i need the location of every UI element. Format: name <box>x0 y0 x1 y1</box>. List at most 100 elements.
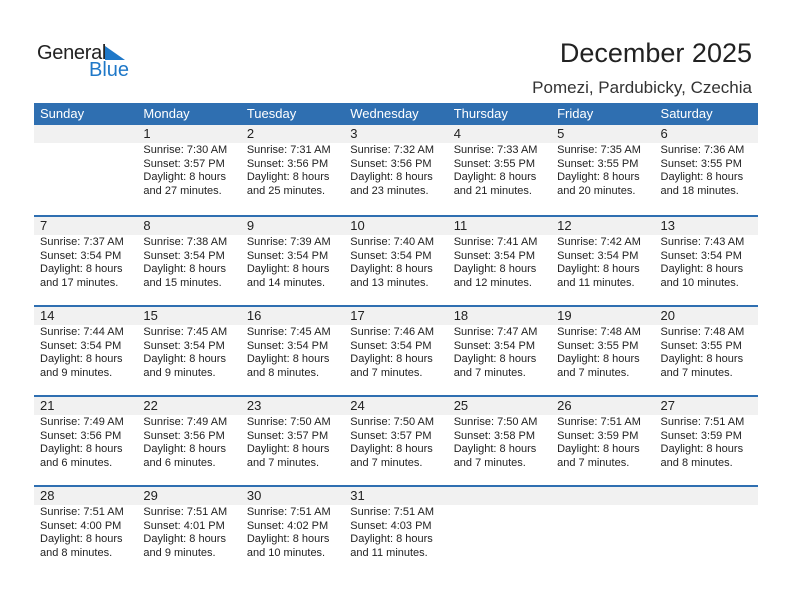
sunrise-text: Sunrise: 7:50 AM <box>453 416 538 428</box>
day-number: 29 <box>137 487 241 505</box>
sunset-text: Sunset: 4:02 PM <box>246 519 329 532</box>
day-number <box>34 125 138 143</box>
day-cell: 16 Sunrise: 7:45 AM Sunset: 3:54 PM Dayligh… <box>240 307 345 395</box>
minutes-text: and 7 minutes. <box>453 366 526 379</box>
daylight-text: Daylight: 8 hours <box>557 353 640 365</box>
sunset-text: Sunset: 3:58 PM <box>453 429 536 442</box>
minutes-text: and 17 minutes. <box>40 276 119 289</box>
day-number: 26 <box>551 397 655 415</box>
daylight-text: Daylight: 8 hours <box>660 171 744 183</box>
day-number: 11 <box>447 217 552 235</box>
daylight-text: Daylight: 8 hours <box>40 353 123 365</box>
sunset-text: Sunset: 3:54 PM <box>246 339 329 352</box>
sunrise-text: Sunrise: 7:44 AM <box>40 326 124 338</box>
daylight-text: Daylight: 8 hours <box>453 443 537 455</box>
sunset-text: Sunset: 3:55 PM <box>557 157 639 170</box>
sunrise-text: Sunrise: 7:49 AM <box>143 416 228 428</box>
minutes-text: and 18 minutes. <box>660 184 739 197</box>
weekday-sunday: Sunday <box>40 106 85 121</box>
day-cell: 27 Sunrise: 7:51 AM Sunset: 3:59 PM Dayligh… <box>654 397 758 485</box>
day-number: 4 <box>447 125 552 143</box>
week-row: 21 Sunrise: 7:49 AM Sunset: 3:56 PM Dayligh… <box>34 395 758 485</box>
minutes-text: and 7 minutes. <box>453 456 526 469</box>
day-cell: 2 Sunrise: 7:31 AM Sunset: 3:56 PM Daylight… <box>240 125 345 215</box>
minutes-text: and 11 minutes. <box>557 276 635 289</box>
sunset-text: Sunset: 3:56 PM <box>40 429 122 442</box>
sunset-text: Sunset: 4:01 PM <box>143 519 225 532</box>
day-info: Sunrise: 7:51 AM Sunset: 4:00 PM Daylight:… <box>34 505 137 560</box>
day-number: 10 <box>344 217 448 235</box>
day-cell: 15 Sunrise: 7:45 AM Sunset: 3:54 PM Dayligh… <box>137 307 241 395</box>
day-cell: 3 Sunrise: 7:32 AM Sunset: 3:56 PM Daylight… <box>344 125 448 215</box>
sunset-text: Sunset: 3:57 PM <box>246 429 329 442</box>
minutes-text: and 23 minutes. <box>350 184 429 197</box>
day-cell: 1 Sunrise: 7:30 AM Sunset: 3:57 PM Daylight… <box>137 125 241 215</box>
sunset-text: Sunset: 3:57 PM <box>143 157 225 170</box>
daylight-text: Daylight: 8 hours <box>143 353 226 365</box>
day-number: 14 <box>34 307 138 325</box>
day-number: 21 <box>34 397 138 415</box>
logo-triangle-icon <box>105 46 125 60</box>
day-info: Sunrise: 7:49 AM Sunset: 3:56 PM Daylight:… <box>137 415 240 470</box>
week-row: 14 Sunrise: 7:44 AM Sunset: 3:54 PM Dayligh… <box>34 305 758 395</box>
day-number: 16 <box>240 307 345 325</box>
day-cell <box>551 487 655 575</box>
daylight-text: Daylight: 8 hours <box>453 353 537 365</box>
day-info: Sunrise: 7:49 AM Sunset: 3:56 PM Daylight:… <box>34 415 137 470</box>
day-info: Sunrise: 7:41 AM Sunset: 3:54 PM Daylight:… <box>448 235 551 290</box>
day-info: Sunrise: 7:51 AM Sunset: 4:01 PM Daylight:… <box>137 505 240 560</box>
sunrise-text: Sunrise: 7:41 AM <box>453 236 538 248</box>
daylight-text: Daylight: 8 hours <box>143 263 226 275</box>
daylight-text: Daylight: 8 hours <box>40 533 123 545</box>
sunset-text: Sunset: 4:00 PM <box>40 519 122 532</box>
minutes-text: and 9 minutes. <box>40 366 113 379</box>
day-info: Sunrise: 7:44 AM Sunset: 3:54 PM Daylight:… <box>34 325 137 380</box>
sunrise-text: Sunrise: 7:45 AM <box>143 326 228 338</box>
day-cell: 6 Sunrise: 7:36 AM Sunset: 3:55 PM Daylight… <box>654 125 758 215</box>
daylight-text: Daylight: 8 hours <box>143 533 226 545</box>
minutes-text: and 10 minutes. <box>660 276 739 289</box>
minutes-text: and 12 minutes. <box>453 276 532 289</box>
minutes-text: and 7 minutes. <box>557 366 630 379</box>
weekday-monday: Monday <box>143 106 190 121</box>
sunrise-text: Sunrise: 7:36 AM <box>660 144 745 156</box>
day-number: 23 <box>240 397 345 415</box>
daylight-text: Daylight: 8 hours <box>246 353 330 365</box>
day-number: 7 <box>34 217 138 235</box>
day-cell: 9 Sunrise: 7:39 AM Sunset: 3:54 PM Daylight… <box>240 217 345 305</box>
sunset-text: Sunset: 3:54 PM <box>40 249 122 262</box>
page-title: December 2025 <box>559 38 752 68</box>
sunset-text: Sunset: 3:54 PM <box>40 339 122 352</box>
day-number: 13 <box>654 217 758 235</box>
daylight-text: Daylight: 8 hours <box>350 533 433 545</box>
daylight-text: Daylight: 8 hours <box>143 443 226 455</box>
sunset-text: Sunset: 3:54 PM <box>453 339 536 352</box>
sunset-text: Sunset: 3:54 PM <box>350 249 432 262</box>
day-info: Sunrise: 7:43 AM Sunset: 3:54 PM Daylight:… <box>655 235 758 290</box>
day-cell: 4 Sunrise: 7:33 AM Sunset: 3:55 PM Daylight… <box>447 125 552 215</box>
day-info: Sunrise: 7:51 AM Sunset: 4:03 PM Daylight:… <box>344 505 447 560</box>
sunrise-text: Sunrise: 7:32 AM <box>350 144 435 156</box>
logo-general: General <box>37 42 107 64</box>
sunrise-text: Sunrise: 7:33 AM <box>453 144 538 156</box>
day-info: Sunrise: 7:36 AM Sunset: 3:55 PM Daylight:… <box>655 143 758 198</box>
day-number: 27 <box>654 397 758 415</box>
minutes-text: and 7 minutes. <box>557 456 630 469</box>
sunset-text: Sunset: 3:54 PM <box>143 249 225 262</box>
sunrise-text: Sunrise: 7:38 AM <box>143 236 228 248</box>
sunrise-text: Sunrise: 7:35 AM <box>557 144 641 156</box>
sunrise-text: Sunrise: 7:37 AM <box>40 236 124 248</box>
daylight-text: Daylight: 8 hours <box>660 263 744 275</box>
day-cell: 13 Sunrise: 7:43 AM Sunset: 3:54 PM Dayligh… <box>654 217 758 305</box>
week-row: 7 Sunrise: 7:37 AM Sunset: 3:54 PM Daylight… <box>34 215 758 305</box>
daylight-text: Daylight: 8 hours <box>453 263 537 275</box>
daylight-text: Daylight: 8 hours <box>557 171 640 183</box>
day-number: 2 <box>240 125 345 143</box>
day-number: 25 <box>447 397 552 415</box>
minutes-text: and 6 minutes. <box>143 456 216 469</box>
day-info: Sunrise: 7:51 AM Sunset: 4:02 PM Daylight:… <box>241 505 344 560</box>
day-number: 28 <box>34 487 138 505</box>
sunrise-text: Sunrise: 7:51 AM <box>557 416 641 428</box>
day-cell: 14 Sunrise: 7:44 AM Sunset: 3:54 PM Dayligh… <box>34 307 138 395</box>
day-info: Sunrise: 7:51 AM Sunset: 3:59 PM Daylight:… <box>551 415 654 470</box>
